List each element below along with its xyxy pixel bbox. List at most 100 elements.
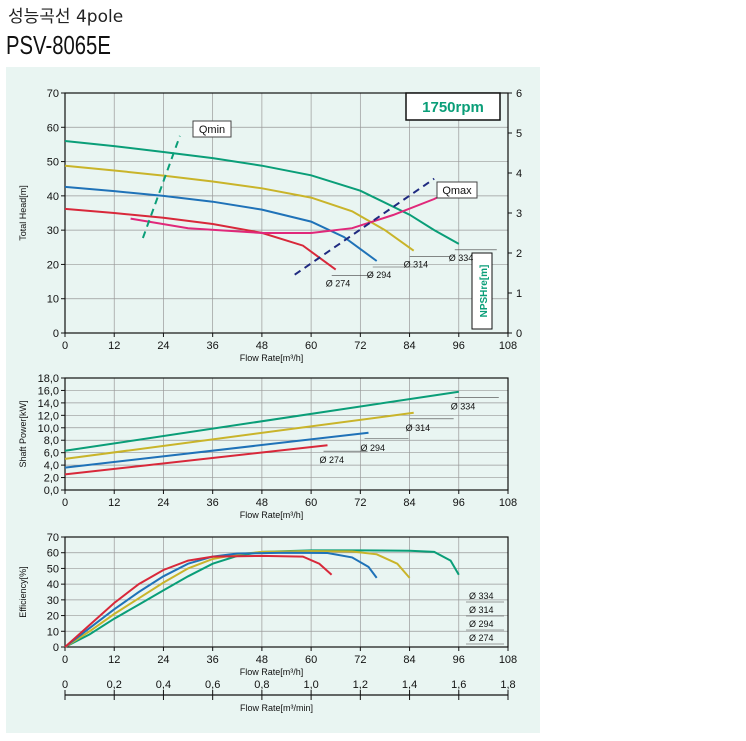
x-tick-label: 60 (305, 340, 317, 352)
plot-frame (64, 377, 509, 491)
x-tick-label: 12 (108, 497, 120, 509)
x-tick-label: 108 (499, 340, 517, 352)
power-series-line-0 (64, 390, 459, 452)
y-tick-label: 6,0 (44, 448, 59, 460)
efficiency-series-line-1 (64, 550, 411, 648)
x2-tick-label: 0,2 (107, 679, 122, 691)
y-tick-label: 14,0 (38, 398, 59, 410)
y2-axis-label: NPSHre[m] (479, 265, 490, 318)
x2-tick-label: 0,4 (156, 679, 171, 691)
x-tick-label: 48 (256, 340, 268, 352)
x2-tick-label: 1,2 (353, 679, 368, 691)
y-tick-label: 16,0 (38, 385, 59, 397)
qmin-label: Qmin (199, 124, 225, 136)
x-tick-label: 48 (256, 654, 268, 666)
npsh-label-box (471, 252, 493, 330)
power-series-line-3 (64, 444, 328, 476)
speed-label: 1750rpm (422, 99, 484, 116)
y2-tick-label: 2 (516, 248, 522, 260)
plot-0: 0 12 24 36 48 60 72 84 96 108010203040506070Flow … (18, 88, 522, 363)
series-label: Ø 334 (451, 402, 476, 412)
x-axis-label: Flow Rate[m³/h] (240, 667, 304, 677)
x-tick-label: 108 (499, 654, 517, 666)
qmax-label-box (436, 181, 478, 199)
model-title: PSV-8065E (6, 30, 111, 60)
y-tick-label: 20 (47, 611, 59, 623)
legend-label: Ø 294 (469, 619, 494, 629)
legend-label: Ø 314 (469, 605, 494, 615)
y-tick-label: 10,0 (38, 423, 59, 435)
y2-tick-label: 3 (516, 208, 522, 220)
x-tick-label: 0 (62, 497, 68, 509)
plot-1: 0 12 24 36 48 60 72 84 96 1080,02,04,06,08,010,01… (18, 373, 517, 520)
x-tick-label: 0 (62, 654, 68, 666)
y-tick-label: 40 (47, 579, 59, 591)
x-tick-label: 24 (157, 497, 169, 509)
chart-panel (6, 67, 540, 733)
x2-tick-label: 0 (62, 679, 68, 691)
plot-2: 0 12 24 36 48 60 72 84 96 108 0 10 20 30 40 50 60 70 Flow … (18, 532, 517, 713)
series-label: Ø 314 (404, 260, 429, 270)
y-tick-label: 30 (47, 225, 59, 237)
y-tick-label: 4,0 (44, 460, 59, 472)
y-tick-label: 2,0 (44, 473, 59, 485)
y-tick-label: 0,0 (44, 485, 59, 497)
y2-tick-label: 5 (516, 128, 522, 140)
x2-tick-label: 1,4 (402, 679, 417, 691)
head-series-line-3 (64, 207, 337, 271)
y-tick-label: 70 (47, 532, 59, 544)
y-tick-label: 18,0 (38, 373, 59, 385)
x-tick-label: 72 (354, 497, 366, 509)
x-tick-label: 36 (207, 497, 219, 509)
x-axis-label: Flow Rate[m³/h] (240, 510, 304, 520)
y-axis-label: Shaft Power[kW] (18, 400, 28, 467)
y-tick-label: 10 (47, 294, 59, 306)
x-tick-label: 84 (403, 654, 415, 666)
q-line-qmax (294, 177, 435, 276)
x-tick-label: 12 (108, 340, 120, 352)
series-label: Ø 274 (326, 279, 351, 289)
x-tick-label: 96 (453, 340, 465, 352)
y2-tick-label: 0 (516, 328, 522, 340)
x-tick-label: 24 (157, 340, 169, 352)
legend-label: Ø 274 (469, 633, 494, 643)
x2-tick-label: 1,8 (500, 679, 515, 691)
y2-tick-label: 6 (516, 88, 522, 100)
y-tick-label: 50 (47, 563, 59, 575)
q-line-qmin (141, 135, 181, 239)
y-tick-label: 30 (47, 595, 59, 607)
speed-box (405, 92, 501, 121)
x-tick-label: 48 (256, 497, 268, 509)
efficiency-series-line-3 (64, 554, 333, 648)
x-tick-label: 96 (453, 497, 465, 509)
x-tick-label: 36 (207, 340, 219, 352)
y-tick-label: 20 (47, 259, 59, 271)
y-axis-label: Efficiency[%] (18, 566, 28, 617)
y-tick-label: 12,0 (38, 410, 59, 422)
y2-tick-label: 1 (516, 288, 522, 300)
head-series-line-1 (64, 164, 415, 252)
x2-axis-label: Flow Rate[m³/min] (240, 703, 313, 713)
x-axis-label: Flow Rate[m³/h] (240, 353, 304, 363)
qmin-label-box (192, 120, 232, 138)
x2-tick-label: 1,0 (303, 679, 318, 691)
x-tick-label: 84 (403, 497, 415, 509)
x-tick-label: 96 (453, 654, 465, 666)
plot-frame (64, 536, 509, 648)
y-tick-label: 60 (47, 548, 59, 560)
chart-subtitle: 성능곡선 4pole (8, 7, 124, 27)
y-tick-label: 70 (47, 88, 59, 100)
series-label: Ø 274 (320, 455, 345, 465)
y-tick-label: 10 (47, 626, 59, 638)
y-tick-label: 0 (53, 328, 59, 340)
power-series-line-2 (64, 431, 369, 469)
series-label: Ø 334 (449, 253, 474, 263)
series-label: Ø 314 (406, 423, 431, 433)
x-tick-label: 12 (108, 654, 120, 666)
plot-frame (64, 92, 509, 334)
qmax-label: Qmax (442, 185, 472, 197)
y2-tick-label: 4 (516, 168, 522, 180)
x-tick-label: 72 (354, 340, 366, 352)
x2-tick-label: 0,6 (205, 679, 220, 691)
